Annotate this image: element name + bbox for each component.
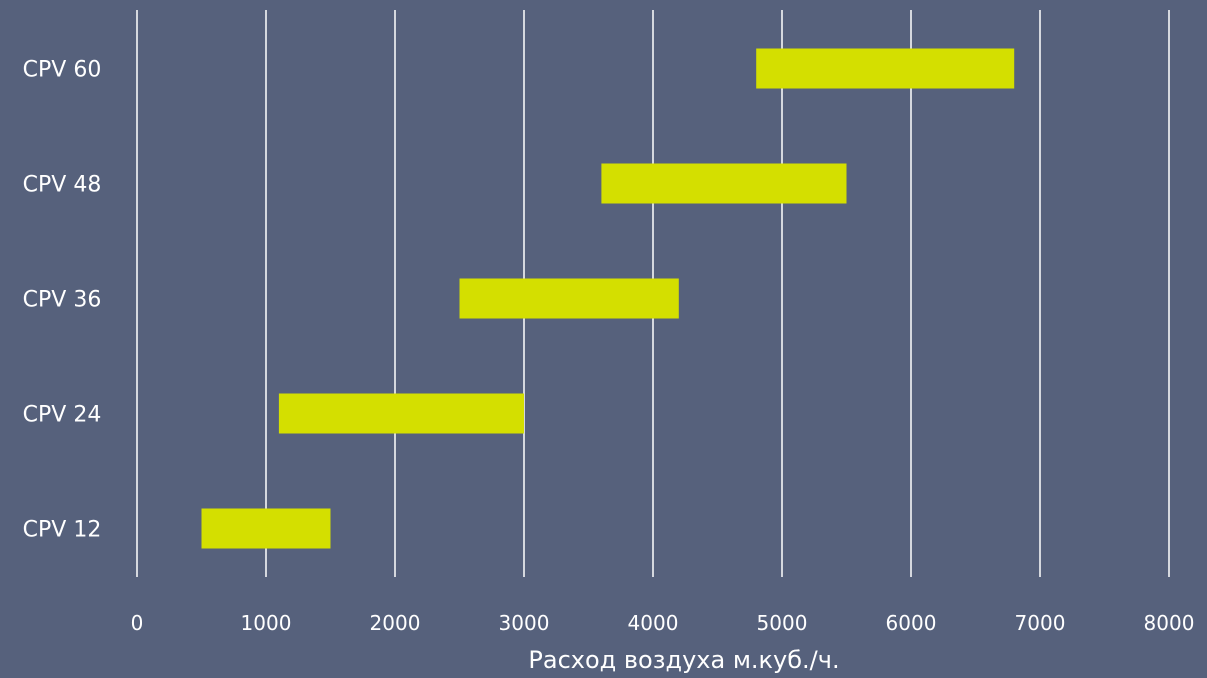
x-tick-label: 4000	[628, 611, 679, 635]
category-label: CPV 24	[23, 403, 102, 428]
bars	[201, 48, 1015, 549]
x-tick-label: 3000	[499, 611, 550, 635]
x-tick-label: 6000	[886, 611, 937, 635]
category-label: CPV 36	[23, 288, 102, 313]
x-tick-label: 8000	[1144, 611, 1195, 635]
bar-cpv-12	[201, 508, 331, 549]
x-axis-title: Расход воздуха м.куб./ч.	[528, 646, 839, 674]
bar-cpv-48	[601, 163, 847, 204]
category-label: CPV 12	[23, 518, 102, 543]
category-label: CPV 60	[23, 58, 102, 83]
bar-cpv-36	[459, 278, 679, 319]
x-tick-label: 7000	[1015, 611, 1066, 635]
x-tick-label: 1000	[241, 611, 292, 635]
category-labels: CPV 60 CPV 48 CPV 36 CPV 24 CPV 12	[23, 58, 102, 543]
x-tick-label: 2000	[370, 611, 421, 635]
x-tick-labels: 0 1000 2000 3000 4000 5000 6000 7000 8000	[131, 611, 1195, 635]
bar-cpv-60	[756, 48, 1015, 89]
bar-cpv-24	[278, 393, 524, 434]
x-tick-label: 0	[131, 611, 144, 635]
x-tick-label: 5000	[757, 611, 808, 635]
category-label: CPV 48	[23, 173, 102, 198]
